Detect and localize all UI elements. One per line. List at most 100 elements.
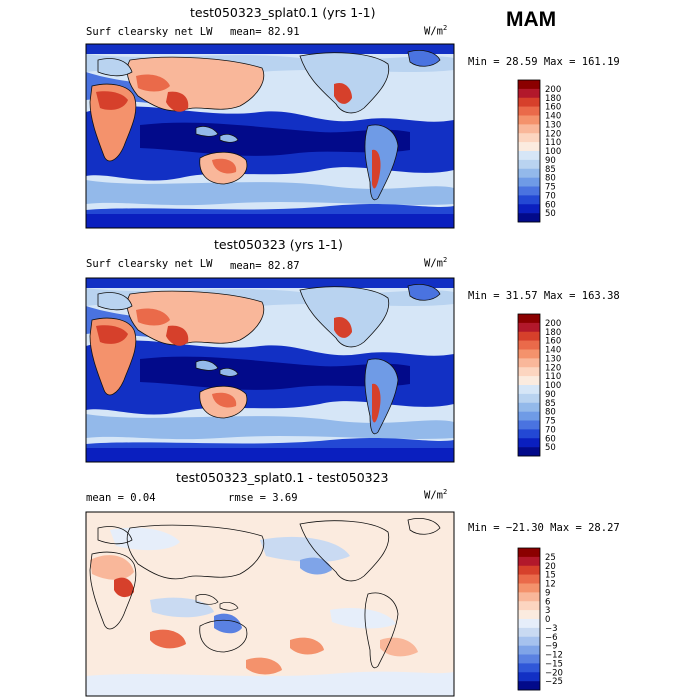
colorbar-1-swatch-15 (518, 213, 540, 223)
map1-asia-land (126, 56, 265, 112)
map2-middle-east-hot (136, 308, 170, 326)
panel-1-mean-label: mean= 82.91 (230, 26, 300, 38)
colorbar-3-swatch-13 (518, 663, 540, 673)
colorbar-2-swatch-2 (518, 331, 540, 341)
colorbar-3-label-7: 0 (545, 615, 550, 625)
map1-antarctic-band (86, 210, 454, 228)
colorbar-2-label-2: 160 (545, 337, 561, 347)
map1-sahara-hot (96, 91, 128, 110)
colorbar-1-swatch-1 (518, 88, 540, 99)
colorbar-3-label-8: −3 (545, 624, 558, 634)
colorbar-3-swatch-7 (518, 610, 540, 620)
colorbar-2-label-7: 100 (545, 381, 561, 391)
map3-north-america-outline (299, 520, 390, 582)
map3-light-blue-patch-d (330, 607, 396, 629)
map1-india-hot (166, 91, 189, 112)
colorbar-2-label-14: 50 (545, 443, 556, 453)
map2-india-hot (166, 325, 189, 346)
colorbar-3-swatch-14 (518, 672, 540, 682)
map-panel-1 (86, 44, 454, 228)
map1-greenland-land (407, 50, 441, 67)
map2-andes-hot (372, 383, 381, 423)
map3-salmon-patch-a (90, 555, 134, 580)
map1-north-america-land (299, 52, 390, 114)
map1-frame (85, 43, 455, 229)
map2-arctic-band (86, 278, 454, 288)
map2-antarctic-band (86, 444, 454, 462)
map2-north-america-land (299, 286, 390, 348)
colorbar-2-swatch-15 (518, 447, 540, 457)
map2-asia-land (126, 290, 265, 346)
colorbar-2-swatch-1 (518, 322, 540, 333)
colorbar-3-swatch-9 (518, 627, 540, 638)
map3-blue-patch-b (300, 557, 332, 575)
colorbar-1-swatch-0 (518, 80, 540, 90)
map2-southern-blue (86, 414, 454, 440)
colorbar-1-label-11: 75 (545, 183, 556, 193)
colorbar-3-swatch-12 (518, 654, 540, 664)
colorbar-2-swatch-8 (518, 385, 540, 395)
colorbar-3-swatch-8 (518, 619, 540, 629)
panel-2-minmax: Min = 31.57 Max = 163.38 (468, 290, 620, 302)
colorbar-3-label-4: 9 (545, 588, 550, 598)
map2-antarctic-edge (86, 438, 454, 448)
colorbar-3-swatch-5 (518, 592, 540, 602)
colorbar-3-swatch-11 (518, 645, 540, 655)
map3-red-patch-c (290, 637, 324, 655)
colorbar-2-label-6: 110 (545, 372, 561, 382)
colorbar-1-swatch-2 (518, 97, 540, 107)
map1-europe-land (97, 58, 133, 77)
map2-europe-land (97, 292, 133, 311)
map1-indonesia-islands (195, 126, 239, 143)
colorbar-3-swatch-15 (518, 681, 540, 691)
map3-indonesia-outline (195, 594, 239, 611)
colorbar-3-label-1: 20 (545, 562, 556, 572)
panel-1-minmax: Min = 28.59 Max = 161.19 (468, 56, 620, 68)
colorbar-2-label-12: 70 (545, 425, 556, 435)
colorbar-1-label-13: 60 (545, 200, 556, 210)
map2-australia-hot (212, 392, 237, 408)
map3-frame (85, 511, 455, 697)
colorbar-1-swatch-10 (518, 168, 540, 178)
colorbar-3-swatch-10 (518, 636, 540, 646)
panel-1-units: W/m2 (424, 24, 448, 38)
colorbar-1-label-3: 140 (545, 112, 561, 122)
colorbar-3-label-0: 25 (545, 553, 556, 563)
map3-australia-outline (199, 619, 248, 653)
map-panel-3 (86, 512, 454, 696)
colorbar-1-frame (517, 79, 541, 223)
map3-red-patch-b (150, 629, 186, 649)
map3-africa-outline (89, 551, 137, 630)
colorbar-1-swatch-9 (518, 159, 540, 170)
colorbar-2-swatch-6 (518, 367, 540, 377)
map1-australia-hot (212, 158, 237, 174)
colorbar-1-swatch-7 (518, 142, 540, 152)
colorbar-1-label-12: 70 (545, 191, 556, 201)
colorbar-2-swatch-4 (518, 349, 540, 359)
colorbar-2-swatch-13 (518, 429, 540, 439)
map2-indonesia-islands (195, 360, 239, 377)
colorbar-2-label-0: 200 (545, 319, 561, 329)
colorbar-3-swatch-1 (518, 556, 540, 567)
panel-2-variable-label: Surf clearsky net LW (86, 258, 213, 270)
colorbar-1-swatch-13 (518, 195, 540, 205)
map1-southern-blue (86, 180, 454, 206)
panel-2-mean-label: mean= 82.87 (230, 260, 300, 272)
colorbar-1-swatch-8 (518, 151, 540, 161)
colorbar-1-label-10: 80 (545, 174, 556, 184)
colorbar-2-label-3: 140 (545, 346, 561, 356)
map3-south-america-outline (364, 592, 399, 669)
colorbar-1-swatch-6 (518, 133, 540, 143)
colorbar-2-label-4: 130 (545, 354, 561, 364)
colorbar-2-label-5: 120 (545, 363, 561, 373)
colorbar-3-label-2: 15 (545, 571, 556, 581)
colorbar-3-label-5: 6 (545, 597, 550, 607)
colorbar-2-label-10: 80 (545, 408, 556, 418)
map3-red-patch-a (114, 577, 134, 598)
panel-1-variable-label: Surf clearsky net LW (86, 26, 213, 38)
season-label: MAM (506, 8, 557, 31)
map1-west-us-hot (334, 82, 352, 104)
map-panel-2 (86, 278, 454, 462)
